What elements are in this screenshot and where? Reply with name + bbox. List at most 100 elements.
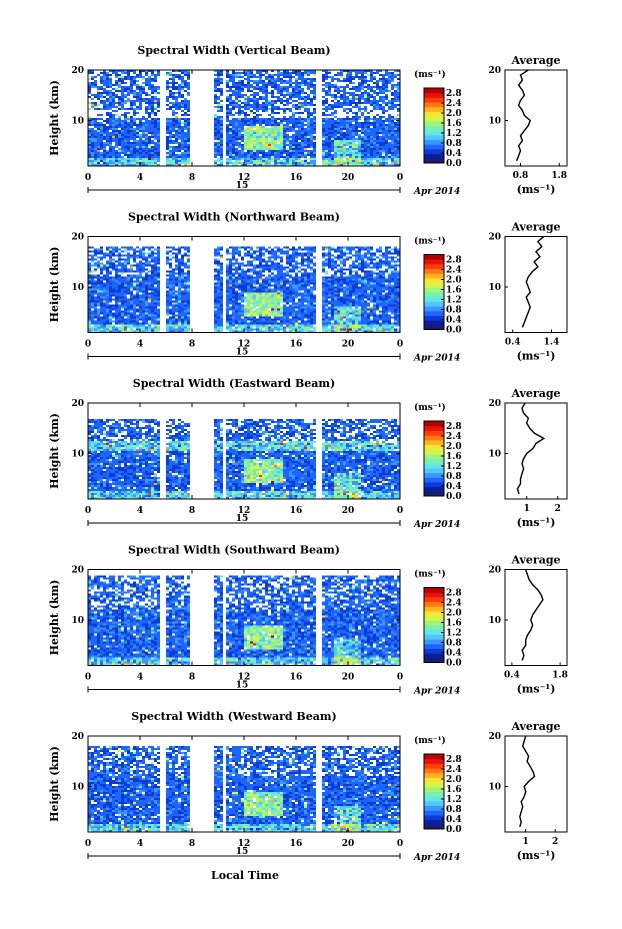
heatmap-cell: [142, 98, 145, 100]
heatmap-cell: [271, 264, 274, 267]
heatmap-cell: [109, 86, 112, 88]
heatmap-cell: [235, 158, 238, 160]
heatmap-cell: [262, 118, 265, 120]
heatmap-cell: [313, 124, 316, 126]
heatmap-cell: [280, 258, 283, 261]
heatmap-cell: [310, 250, 313, 253]
heatmap-cell: [139, 96, 142, 98]
heatmap-cell: [226, 86, 229, 88]
heatmap-cell: [262, 132, 265, 134]
heatmap-cell: [349, 138, 352, 140]
heatmap-cell: [394, 148, 397, 150]
heatmap-cell: [388, 72, 391, 74]
heatmap-cell: [127, 122, 130, 124]
heatmap-cell: [157, 266, 160, 269]
heatmap-cell: [139, 284, 142, 287]
heatmap-cell: [136, 156, 139, 158]
heatmap-cell: [310, 262, 313, 265]
heatmap-cell: [325, 70, 328, 72]
heatmap-cell: [91, 150, 94, 152]
heatmap-cell: [262, 248, 265, 251]
heatmap-cell: [220, 248, 223, 251]
heatmap-cell: [259, 78, 262, 80]
heatmap-cell: [130, 150, 133, 152]
heatmap-cell: [313, 248, 316, 251]
colorbar-tick-label: 1.6: [446, 119, 462, 129]
heatmap-cell: [346, 92, 349, 94]
heatmap-cell: [271, 118, 274, 120]
heatmap-cell: [376, 106, 379, 108]
heatmap-cell: [268, 280, 271, 283]
heatmap-cell: [151, 70, 154, 72]
heatmap-cell: [310, 114, 313, 116]
heatmap-cell: [331, 282, 334, 285]
heatmap-cell: [127, 256, 130, 259]
heatmap-cell: [235, 152, 238, 154]
heatmap-cell: [397, 146, 400, 148]
heatmap-cell: [166, 140, 169, 142]
heatmap-cell: [289, 270, 292, 273]
heatmap-cell: [106, 78, 109, 80]
heatmap-cell: [133, 158, 136, 160]
heatmap-cell: [340, 118, 343, 120]
heatmap-cell: [292, 160, 295, 162]
heatmap-cell: [175, 142, 178, 144]
heatmap-cell: [259, 70, 262, 72]
y-tick-label: 10: [71, 117, 84, 127]
heatmap-cell: [214, 86, 217, 88]
heatmap-cell: [277, 124, 280, 126]
heatmap-cell: [346, 278, 349, 281]
heatmap-cell: [301, 154, 304, 156]
heatmap-cell: [184, 284, 187, 287]
heatmap-cell: [148, 132, 151, 134]
heatmap-cell: [364, 264, 367, 267]
heatmap-cell: [313, 74, 316, 76]
heatmap-cell: [247, 282, 250, 285]
heatmap-cell: [391, 88, 394, 90]
heatmap-cell: [262, 136, 265, 138]
heatmap-cell: [343, 88, 346, 90]
heatmap-cell: [331, 124, 334, 126]
heatmap-cell: [241, 148, 244, 150]
heatmap-cell: [148, 274, 151, 277]
heatmap-cell: [232, 84, 235, 86]
heatmap-cell: [115, 88, 118, 90]
heatmap-cell: [151, 92, 154, 94]
heatmap-cell: [385, 110, 388, 112]
heatmap-cell: [358, 106, 361, 108]
heatmap-cell: [187, 74, 190, 76]
heatmap-cell: [259, 128, 262, 130]
heatmap-cell: [157, 104, 160, 106]
heatmap-cell: [109, 114, 112, 116]
heatmap-cell: [304, 148, 307, 150]
heatmap-cell: [118, 96, 121, 98]
heatmap-cell: [238, 160, 241, 162]
heatmap-cell: [298, 70, 301, 72]
heatmap-cell: [283, 100, 286, 102]
heatmap-cell: [352, 130, 355, 132]
heatmap-cell: [232, 278, 235, 281]
heatmap-cell: [244, 144, 247, 146]
heatmap-cell: [343, 102, 346, 104]
heatmap-cell: [247, 74, 250, 76]
heatmap-cell: [241, 272, 244, 275]
heatmap-cell: [169, 118, 172, 120]
heatmap-cell: [88, 258, 91, 261]
heatmap-cell: [145, 148, 148, 150]
heatmap-cell: [364, 96, 367, 98]
heatmap-cell: [340, 126, 343, 128]
heatmap-cell: [175, 254, 178, 257]
heatmap-cell: [265, 282, 268, 285]
heatmap-cell: [214, 74, 217, 76]
heatmap-cell: [334, 148, 337, 150]
heatmap-cell: [325, 116, 328, 118]
heatmap-cell: [115, 80, 118, 82]
heatmap-cell: [181, 260, 184, 263]
heatmap-cell: [220, 118, 223, 120]
heatmap-cell: [94, 262, 97, 265]
avg-x-axis-label: (ms⁻¹): [517, 183, 556, 196]
heatmap-cell: [157, 262, 160, 265]
heatmap-cell: [127, 118, 130, 120]
heatmap-cell: [157, 154, 160, 156]
heatmap-cell: [187, 132, 190, 134]
